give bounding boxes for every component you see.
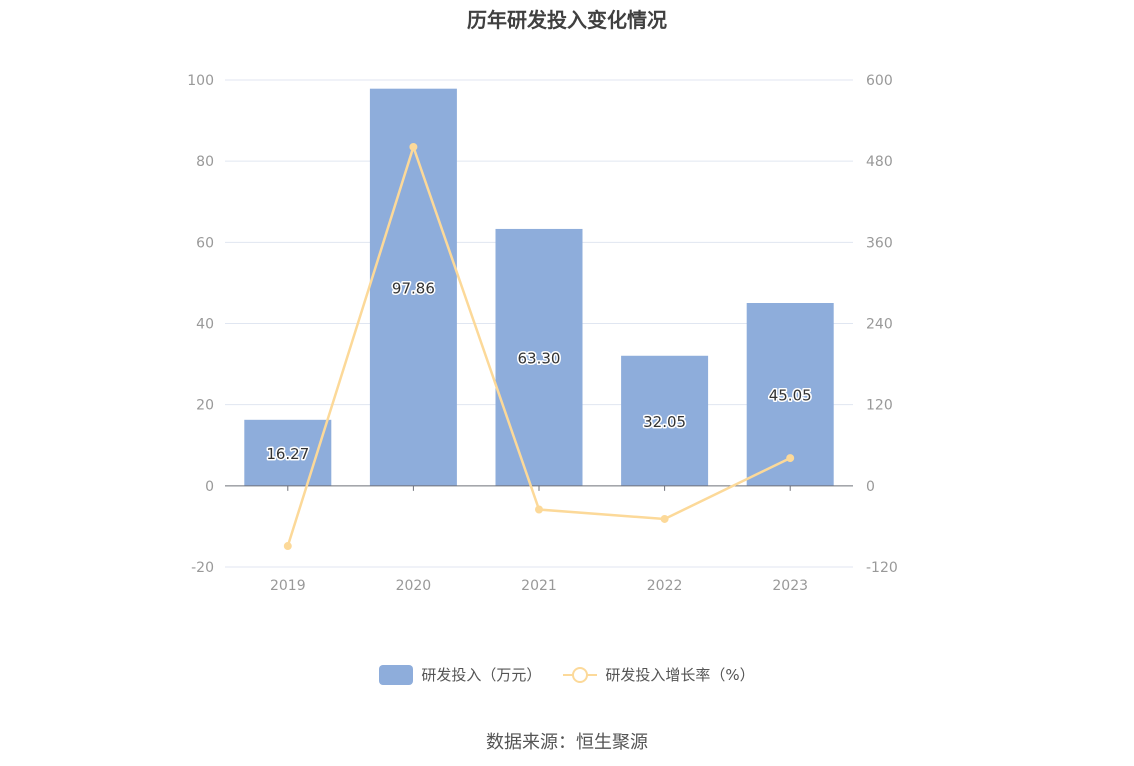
- bar-value-label: 16.27: [266, 445, 309, 463]
- y-left-tick-label: 0: [205, 479, 214, 495]
- y-right-tick-label: 120: [866, 398, 893, 414]
- bar-value-label: 63.30: [518, 349, 561, 367]
- y-left-tick-label: -20: [191, 560, 214, 576]
- bar: [621, 355, 709, 486]
- bar-value-label: 97.86: [392, 279, 435, 297]
- y-right-tick-label: 0: [866, 479, 875, 495]
- y-right-tick-label: 360: [866, 235, 893, 251]
- bar-value-label: 32.05: [643, 413, 686, 431]
- y-left-tick-label: 60: [196, 235, 214, 251]
- bar-value-label: 45.05: [769, 386, 812, 404]
- x-tick-label: 2020: [396, 578, 432, 594]
- chart-title: 历年研发投入变化情况: [467, 8, 667, 32]
- source-note: 数据来源：恒生聚源: [486, 732, 648, 753]
- line-point: [786, 454, 795, 463]
- line-point: [660, 514, 669, 523]
- line-point: [535, 505, 543, 514]
- x-tick-label: 2021: [521, 578, 557, 594]
- x-tick-label: 2022: [647, 578, 683, 594]
- bar: [495, 228, 583, 486]
- legend: 研发投入（万元） 研发投入增长率（%）: [0, 664, 1134, 685]
- legend-label-line: 研发投入增长率（%）: [605, 666, 755, 684]
- bar-swatch-icon: [379, 664, 414, 685]
- data-labels: 16.27 97.86 63.30 32.05 45.05: [265, 278, 813, 465]
- axes: -20 0 20 40 60 80 100 -120 0 120 240 360 480 600 2019 2…: [187, 73, 898, 594]
- y-left-tick-label: 20: [196, 398, 214, 414]
- line-swatch-icon: [563, 665, 598, 685]
- bar: [369, 88, 457, 486]
- x-tick-label: 2023: [772, 578, 808, 594]
- y-right-tick-label: 480: [866, 154, 893, 170]
- y-left-tick-label: 80: [196, 154, 214, 170]
- y-right-tick-label: 240: [866, 317, 893, 333]
- legend-item-bar[interactable]: 研发投入（万元）: [379, 664, 541, 685]
- y-left-tick-label: 40: [196, 317, 214, 333]
- legend-label-bar: 研发投入（万元）: [421, 666, 542, 684]
- y-right-tick-label: -120: [866, 560, 898, 576]
- line-point: [283, 542, 292, 551]
- y-left-tick-label: 100: [187, 73, 214, 89]
- x-tick-label: 2019: [270, 578, 306, 594]
- bar-series: [244, 88, 834, 486]
- line-point: [409, 142, 418, 151]
- legend-item-line[interactable]: 研发投入增长率（%）: [563, 664, 755, 685]
- y-right-tick-label: 600: [866, 73, 893, 89]
- line-series: [283, 142, 795, 551]
